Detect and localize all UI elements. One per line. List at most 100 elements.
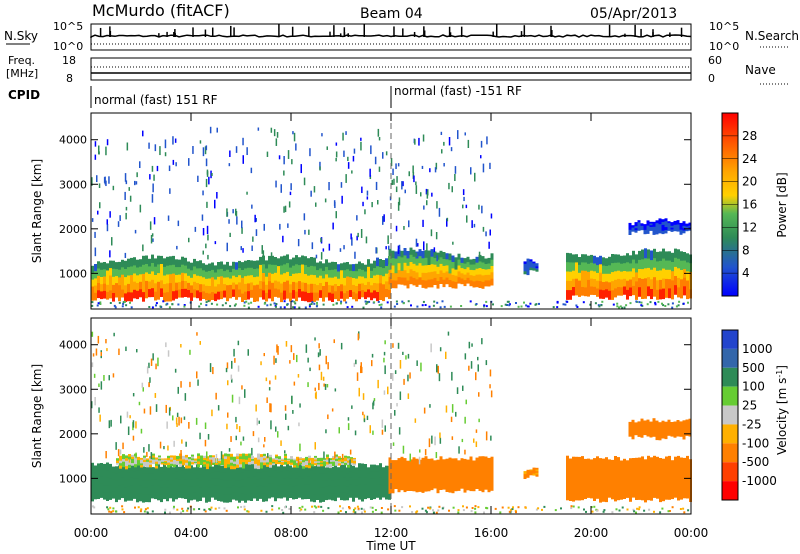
heatmap-cell — [373, 478, 376, 486]
ground-scatter-cell — [284, 506, 287, 509]
heatmap-cell — [127, 275, 130, 285]
heatmap-cell — [451, 458, 455, 466]
heatmap-cell — [664, 425, 668, 429]
sparse-echo — [402, 445, 405, 454]
sparse-echo — [155, 363, 157, 370]
colorbar-tick-label: 24 — [742, 152, 757, 166]
heatmap-cell — [148, 480, 151, 488]
heatmap-cell — [257, 465, 260, 470]
ground-scatter-cell — [164, 511, 166, 514]
heatmap-cell — [391, 272, 395, 281]
heatmap-cell — [662, 467, 665, 476]
heatmap-cell — [281, 460, 284, 463]
heatmap-cell — [334, 486, 337, 495]
heatmap-cell — [436, 281, 440, 289]
heatmap-cell — [686, 472, 689, 482]
heatmap-cell — [265, 276, 268, 286]
heatmap-cell — [325, 259, 328, 268]
heatmap-cell — [271, 469, 274, 478]
heatmap-cell — [457, 277, 461, 284]
heatmap-cell — [259, 256, 262, 266]
heatmap-cell — [260, 465, 263, 469]
heatmap-cell — [617, 270, 620, 280]
sparse-echo — [323, 383, 325, 387]
ground-scatter-cell — [99, 301, 102, 304]
ytick-label: 2000 — [59, 428, 87, 441]
sparse-echo — [409, 372, 411, 379]
sparse-echo — [277, 431, 279, 438]
ground-scatter-cell — [310, 303, 313, 305]
ground-scatter-cell — [638, 506, 641, 509]
heatmap-cell — [587, 263, 590, 273]
sparse-echo — [375, 181, 378, 190]
heatmap-cell — [688, 429, 692, 434]
sparse-echo — [371, 360, 373, 367]
heatmap-cell — [361, 486, 364, 494]
heatmap-cell — [323, 462, 326, 465]
heatmap-cell — [391, 479, 395, 487]
ground-scatter-cell — [560, 507, 562, 510]
heatmap-cell — [587, 255, 590, 265]
ground-scatter-cell — [485, 300, 488, 303]
heatmap-cell — [253, 285, 256, 294]
heatmap-cell — [664, 431, 668, 436]
heatmap-cell — [418, 270, 422, 278]
heatmap-cell — [301, 273, 304, 283]
heatmap-cell — [340, 471, 343, 479]
heatmap-cell — [535, 469, 539, 472]
heatmap-cell — [635, 474, 638, 484]
sparse-echo — [118, 348, 120, 356]
sparse-echo — [148, 142, 150, 149]
ground-scatter-cell — [499, 511, 502, 514]
heatmap-cell — [313, 257, 316, 267]
sparse-echo — [269, 380, 271, 385]
sparse-echo — [385, 151, 388, 156]
ground-scatter-cell — [332, 303, 335, 306]
sparse-echo — [451, 371, 453, 381]
heatmap-cell — [665, 456, 668, 466]
heatmap-cell — [652, 418, 656, 423]
heatmap-cell — [379, 477, 382, 486]
heatmap-cell — [157, 281, 160, 291]
heatmap-cell — [203, 455, 206, 459]
heatmap-cell — [160, 494, 163, 503]
heatmap-cell — [178, 466, 181, 474]
heatmap-cell — [299, 457, 302, 459]
heatmap-cell — [217, 471, 220, 480]
heatmap-cell — [94, 465, 97, 473]
heatmap-cell — [172, 487, 175, 495]
heatmap-cell — [260, 454, 263, 458]
heatmap-cell — [190, 479, 193, 487]
sparse-echo — [396, 176, 398, 183]
ground-scatter-cell — [635, 300, 638, 303]
sparse-echo — [115, 442, 117, 450]
sparse-echo — [360, 362, 362, 371]
heatmap-cell — [484, 469, 488, 477]
heatmap-cell — [251, 462, 254, 465]
heatmap-cell — [256, 284, 259, 294]
ground-scatter-cell — [535, 508, 538, 511]
heatmap-cell — [472, 466, 476, 473]
heatmap-cell — [671, 262, 674, 272]
station-title: McMurdo (fitACF) — [92, 1, 230, 20]
ground-scatter-cell — [429, 507, 432, 510]
heatmap-cell — [271, 264, 274, 275]
heatmap-cell — [209, 461, 212, 465]
heatmap-cell — [292, 480, 295, 487]
sparse-echo — [244, 389, 246, 398]
heatmap-cell — [641, 473, 644, 483]
heatmap-cell — [307, 476, 310, 485]
heatmap-cell — [358, 463, 361, 471]
ground-scatter-cell — [465, 506, 468, 509]
ground-scatter-cell — [410, 304, 412, 307]
sparse-echo — [165, 404, 167, 413]
heatmap-cell — [205, 478, 208, 487]
heatmap-cell — [472, 258, 476, 265]
heatmap-cell — [151, 467, 154, 474]
heatmap-cell — [182, 455, 185, 459]
heatmap-cell — [191, 462, 194, 465]
heatmap-cell — [109, 283, 112, 291]
heatmap-cell — [181, 484, 184, 492]
heatmap-cell — [668, 251, 671, 262]
ground-scatter-cell — [115, 510, 118, 513]
